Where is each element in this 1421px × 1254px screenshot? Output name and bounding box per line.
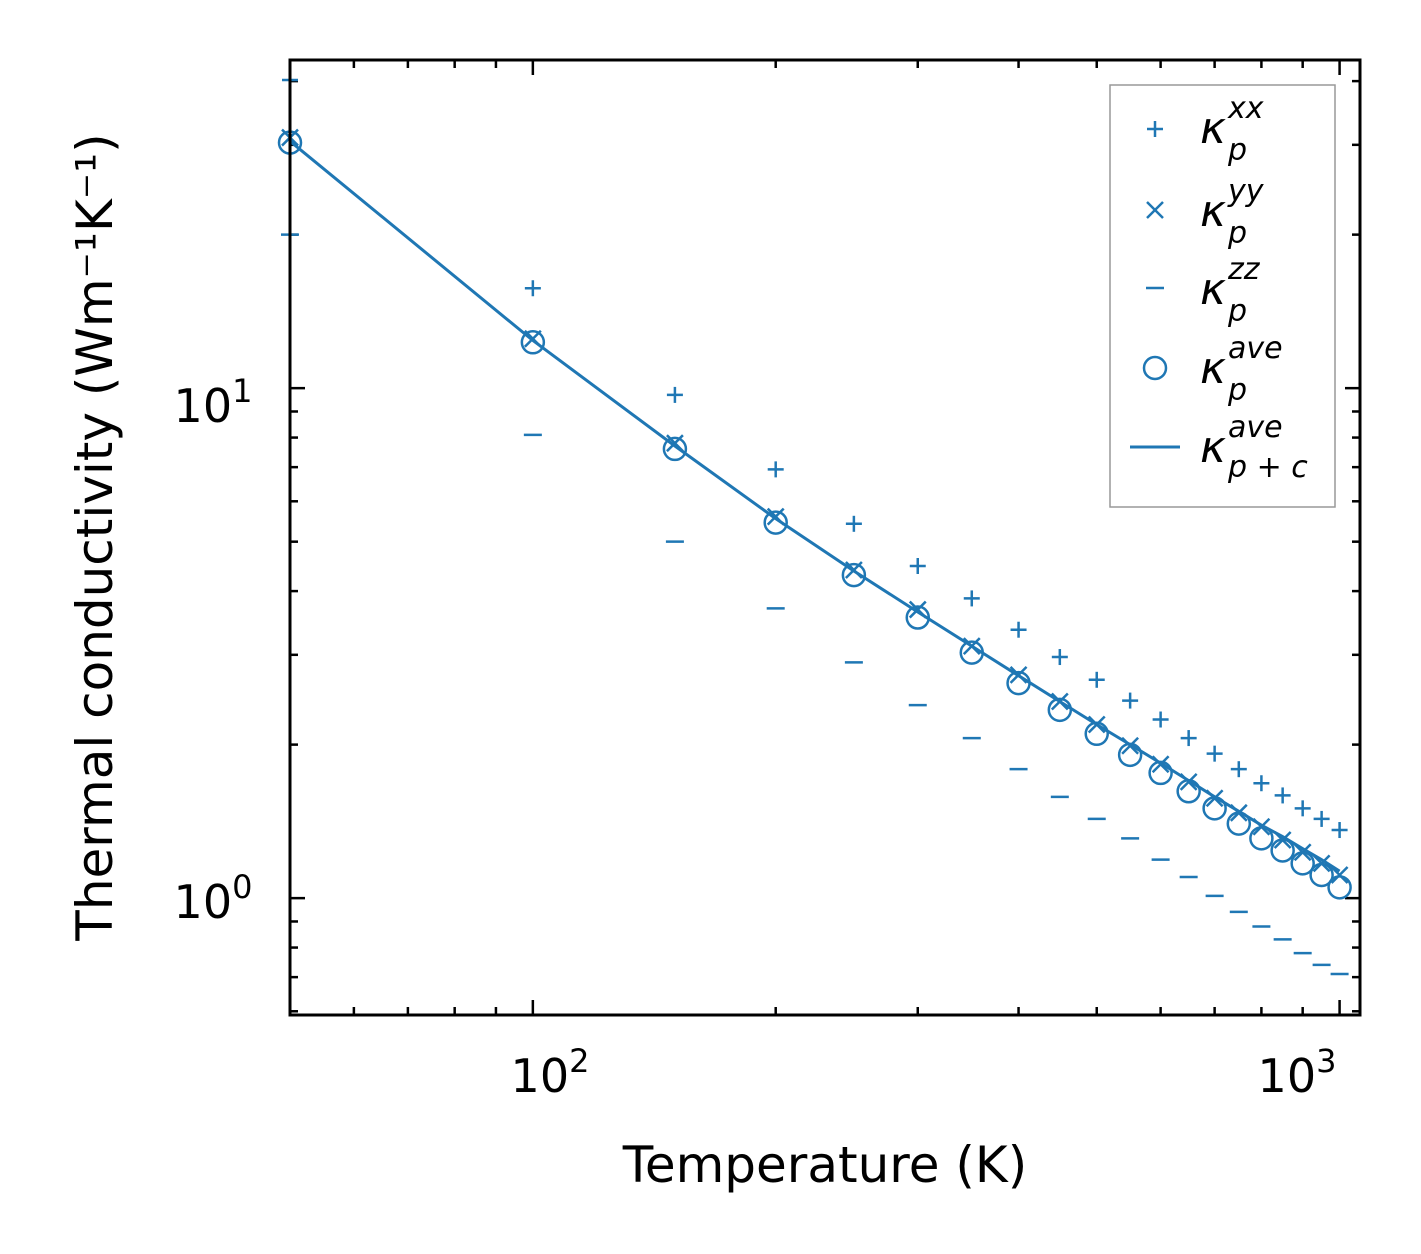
data-point xyxy=(841,562,867,588)
data-point xyxy=(1330,866,1349,884)
data-point xyxy=(1313,810,1330,827)
legend-marker-plus xyxy=(1147,121,1163,137)
data-point xyxy=(1327,875,1352,900)
legend-label-pc-ave: κave p + c xyxy=(1200,410,1308,485)
y-axis-label: Thermal conductivity (Wm⁻¹K⁻¹) xyxy=(66,133,124,941)
data-point xyxy=(1290,851,1315,876)
data-point xyxy=(524,280,541,297)
data-point xyxy=(1253,775,1270,792)
data-point xyxy=(1122,692,1139,709)
data-point xyxy=(1152,711,1169,728)
legend-label-xx: κxx p xyxy=(1200,91,1264,168)
x-axis-label: Temperature (K) xyxy=(622,1136,1027,1194)
series-kappa_p_xx xyxy=(282,72,1348,839)
data-point xyxy=(1051,649,1068,666)
legend-marker-circle xyxy=(1142,355,1168,381)
data-point xyxy=(1010,621,1027,638)
data-point xyxy=(1249,826,1274,851)
data-point xyxy=(1274,787,1291,804)
series-kappa_p_plus_c_ave xyxy=(289,140,1341,873)
legend-marker-x xyxy=(1146,201,1164,219)
y-tick-label-1: 100 xyxy=(174,868,253,929)
legend-label-ave: κave p xyxy=(1200,331,1283,408)
data-point xyxy=(1206,745,1223,762)
data-point xyxy=(1230,761,1247,778)
data-point xyxy=(1309,862,1334,888)
legend-markers xyxy=(1130,121,1180,449)
series-line xyxy=(289,140,1341,873)
data-point xyxy=(1331,822,1348,839)
legend: κxx p κyy p κzz p κave p κave p + c xyxy=(1109,84,1336,508)
plot-frame xyxy=(288,58,1362,1017)
data-point xyxy=(1294,800,1311,817)
data-point xyxy=(520,330,546,355)
series-layer xyxy=(277,72,1352,976)
data-point xyxy=(845,515,862,532)
data-point xyxy=(662,436,688,462)
data-point xyxy=(1180,730,1197,747)
x-tick-label-100: 102 xyxy=(511,1042,590,1103)
legend-box xyxy=(1109,84,1336,508)
data-point xyxy=(767,461,784,478)
data-point xyxy=(1270,838,1295,863)
data-point xyxy=(909,557,926,574)
legend-label-zz: κzz p xyxy=(1200,252,1261,329)
data-point xyxy=(763,510,788,535)
data-point xyxy=(1088,671,1105,688)
y-tick-label-10: 101 xyxy=(174,372,253,433)
data-point xyxy=(666,386,683,403)
legend-label-yy: κyy p xyxy=(1200,174,1265,251)
data-point xyxy=(963,590,980,607)
series-kappa_p_zz xyxy=(281,233,1349,976)
x-tick-label-1000: 103 xyxy=(1258,1042,1337,1103)
